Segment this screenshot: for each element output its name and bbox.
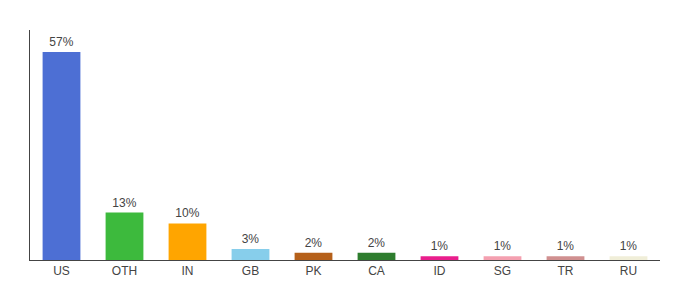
svg-text:TR: TR <box>558 264 574 278</box>
svg-text:3%: 3% <box>242 232 260 246</box>
svg-text:57%: 57% <box>49 35 73 49</box>
svg-text:PK: PK <box>305 264 321 278</box>
svg-text:OTH: OTH <box>112 264 137 278</box>
svg-text:1%: 1% <box>431 239 449 253</box>
svg-text:2%: 2% <box>305 236 323 250</box>
svg-text:1%: 1% <box>620 239 638 253</box>
svg-text:ID: ID <box>434 264 446 278</box>
svg-text:10%: 10% <box>175 206 199 220</box>
svg-text:1%: 1% <box>557 239 575 253</box>
svg-text:IN: IN <box>182 264 194 278</box>
svg-text:GB: GB <box>242 264 259 278</box>
svg-text:1%: 1% <box>494 239 512 253</box>
svg-text:US: US <box>53 264 70 278</box>
svg-text:CA: CA <box>368 264 385 278</box>
svg-text:13%: 13% <box>112 196 136 210</box>
svg-text:SG: SG <box>494 264 511 278</box>
svg-text:RU: RU <box>620 264 637 278</box>
svg-text:2%: 2% <box>368 236 386 250</box>
